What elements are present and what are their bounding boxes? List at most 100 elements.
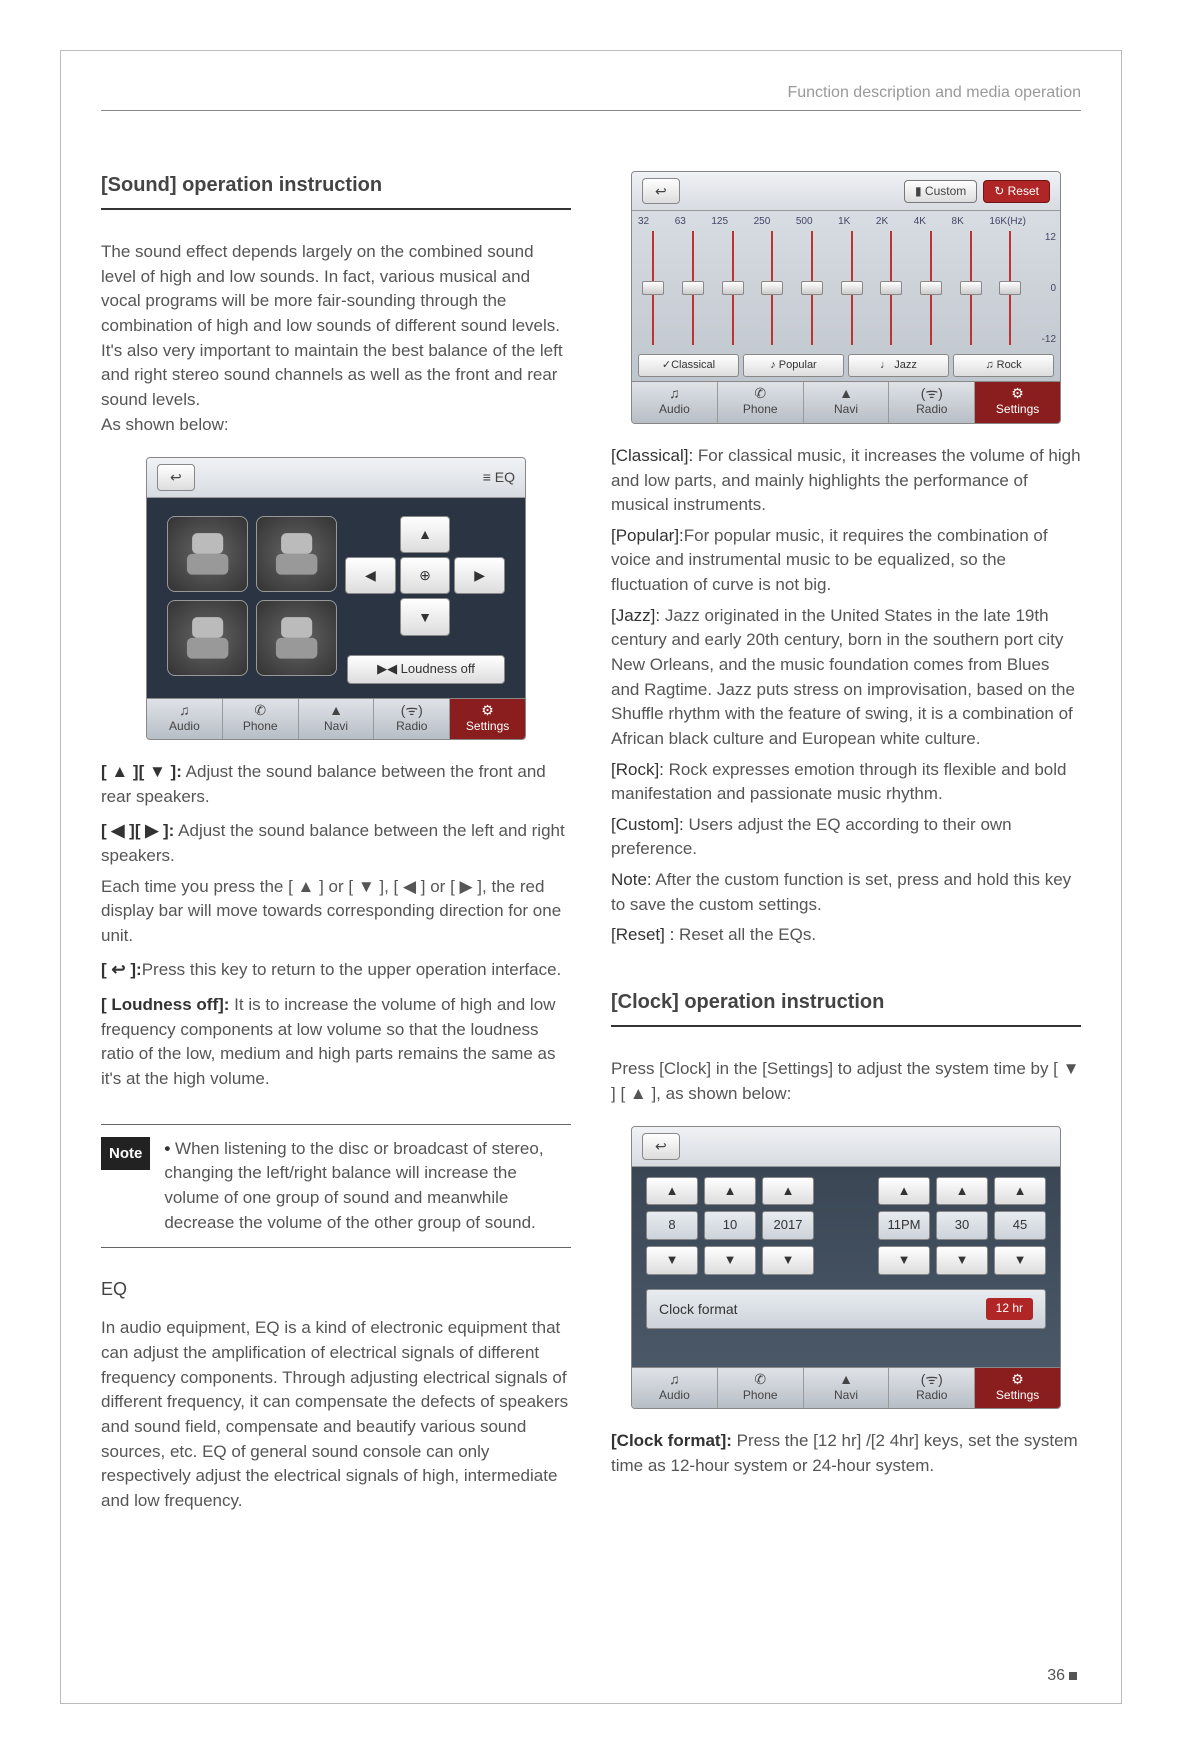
slider-knob[interactable] — [682, 281, 704, 295]
down-icon[interactable]: ▼ — [994, 1246, 1046, 1275]
slider-knob[interactable] — [960, 281, 982, 295]
back-icon[interactable]: ↩ — [642, 1133, 680, 1159]
page-number: 36 — [1047, 1664, 1077, 1687]
loudness-off-button[interactable]: ▶◀ Loudness off — [347, 655, 505, 684]
nav-label: Navi — [834, 1387, 858, 1404]
dpad-left[interactable]: ◀ — [345, 557, 396, 594]
clock-format-row[interactable]: Clock format 12 hr — [646, 1289, 1046, 1328]
eq-slider[interactable] — [799, 231, 826, 345]
eq-slider[interactable] — [680, 231, 707, 345]
phone-icon: ✆ — [254, 703, 266, 717]
dpad-down[interactable]: ▼ — [400, 598, 451, 635]
eq-slider[interactable] — [918, 231, 945, 345]
eq-slider[interactable] — [997, 231, 1024, 345]
date-day: 8 — [646, 1211, 698, 1240]
down-icon[interactable]: ▼ — [646, 1246, 698, 1275]
seat-rear-right — [256, 600, 337, 676]
bottom-nav: ♫Audio✆Phone▲Navi(ᯤ)Radio⚙Settings — [147, 698, 525, 739]
nav-phone[interactable]: ✆Phone — [718, 382, 804, 422]
time-hour: 11PM — [878, 1211, 930, 1240]
nav-audio[interactable]: ♫Audio — [147, 699, 223, 739]
back-icon[interactable]: ↩ — [157, 464, 195, 490]
eq-slider[interactable] — [838, 231, 865, 345]
bottom-nav: ♫Audio✆Phone▲Navi(ᯤ)Radio⚙Settings — [632, 381, 1060, 422]
slider-knob[interactable] — [841, 281, 863, 295]
radio-icon: (ᯤ) — [921, 386, 943, 400]
nav-navi[interactable]: ▲Navi — [804, 1368, 890, 1408]
eq-slider[interactable] — [759, 231, 786, 345]
note-badge: Note — [101, 1137, 150, 1171]
nav-phone[interactable]: ✆Phone — [718, 1368, 804, 1408]
down-icon[interactable]: ▼ — [762, 1246, 814, 1275]
eq-freq-labels: 32631252505001K2K4K8K16K(Hz) — [638, 215, 1026, 230]
eq-presets: ✓Classical♪ Popular♩ Jazz♫ Rock — [638, 354, 1054, 378]
up-icon[interactable]: ▲ — [878, 1177, 930, 1206]
down-icon[interactable]: ▼ — [704, 1246, 756, 1275]
nav-navi[interactable]: ▲Navi — [804, 382, 890, 422]
nav-label: Navi — [834, 401, 858, 418]
clock-format-label: Clock format — [659, 1299, 738, 1319]
eq-scale: 120-12 — [1032, 231, 1056, 347]
instr-leftright: [ ◀ ][ ▶ ]: Adjust the sound balance bet… — [101, 819, 571, 868]
slider-knob[interactable] — [999, 281, 1021, 295]
custom-button[interactable]: ▮ Custom — [904, 180, 977, 203]
instr-updown: [ ▲ ][ ▼ ]: Adjust the sound balance bet… — [101, 760, 571, 809]
two-column-layout: [Sound] operation instruction The sound … — [101, 171, 1081, 1517]
dpad-right[interactable]: ▶ — [454, 557, 505, 594]
dpad: ▲ ◀ ⊕ ▶ ▼ — [345, 516, 505, 636]
reset-button[interactable]: ↻ Reset — [983, 180, 1050, 203]
nav-radio[interactable]: (ᯤ)Radio — [889, 1368, 975, 1408]
down-icon[interactable]: ▼ — [936, 1246, 988, 1275]
slider-knob[interactable] — [642, 281, 664, 295]
date-year: 2017 — [762, 1211, 814, 1240]
nav-settings[interactable]: ⚙Settings — [975, 382, 1060, 422]
page: Function description and media operation… — [60, 50, 1122, 1704]
eq-slider[interactable] — [957, 231, 984, 345]
dpad-up[interactable]: ▲ — [400, 516, 451, 553]
up-icon[interactable]: ▲ — [994, 1177, 1046, 1206]
up-icon[interactable]: ▲ — [936, 1177, 988, 1206]
dpad-center[interactable]: ⊕ — [400, 557, 451, 594]
nav-label: Settings — [996, 401, 1039, 418]
nav-label: Radio — [396, 718, 427, 735]
nav-label: Settings — [996, 1387, 1039, 1404]
up-icon[interactable]: ▲ — [704, 1177, 756, 1206]
slider-knob[interactable] — [722, 281, 744, 295]
preset-button[interactable]: ♫ Rock — [953, 354, 1054, 378]
preset-button[interactable]: ✓Classical — [638, 354, 739, 378]
up-icon[interactable]: ▲ — [762, 1177, 814, 1206]
nav-settings[interactable]: ⚙Settings — [975, 1368, 1060, 1408]
slider-knob[interactable] — [880, 281, 902, 295]
slider-knob[interactable] — [801, 281, 823, 295]
nav-radio[interactable]: (ᯤ)Radio — [889, 382, 975, 422]
nav-label: Radio — [916, 1387, 947, 1404]
clock-grid: ▲ ▲ ▲ ▲ ▲ ▲ 8 10 2017 11PM 30 — [646, 1177, 1046, 1276]
slider-knob[interactable] — [761, 281, 783, 295]
nav-settings[interactable]: ⚙Settings — [450, 699, 525, 739]
down-icon[interactable]: ▼ — [878, 1246, 930, 1275]
seat-front-right — [256, 516, 337, 592]
up-icon[interactable]: ▲ — [646, 1177, 698, 1206]
back-icon[interactable]: ↩ — [642, 178, 680, 204]
nav-phone[interactable]: ✆Phone — [223, 699, 299, 739]
nav-audio[interactable]: ♫Audio — [632, 382, 718, 422]
nav-radio[interactable]: (ᯤ)Radio — [374, 699, 450, 739]
slider-knob[interactable] — [920, 281, 942, 295]
preset-button[interactable]: ♩ Jazz — [848, 354, 949, 378]
preset-desc: [Popular]:For popular music, it requires… — [611, 524, 1081, 598]
instr-return: [ ↩ ]:Press this key to return to the up… — [101, 958, 571, 983]
eq-slider[interactable] — [640, 231, 667, 345]
note-text: When listening to the disc or broadcast … — [164, 1137, 571, 1236]
nav-label: Radio — [916, 401, 947, 418]
navi-icon: ▲ — [839, 386, 853, 400]
eq-slider[interactable] — [878, 231, 905, 345]
nav-navi[interactable]: ▲Navi — [299, 699, 375, 739]
sound-title: [Sound] operation instruction — [101, 171, 571, 210]
preset-button[interactable]: ♪ Popular — [743, 354, 844, 378]
instr-loudness: [ Loudness off]: It is to increase the v… — [101, 993, 571, 1092]
eq-slider[interactable] — [719, 231, 746, 345]
eq-subtitle: EQ — [101, 1276, 571, 1302]
nav-audio[interactable]: ♫Audio — [632, 1368, 718, 1408]
clock-format-value: 12 hr — [986, 1298, 1033, 1319]
audio-icon: ♫ — [179, 703, 190, 717]
